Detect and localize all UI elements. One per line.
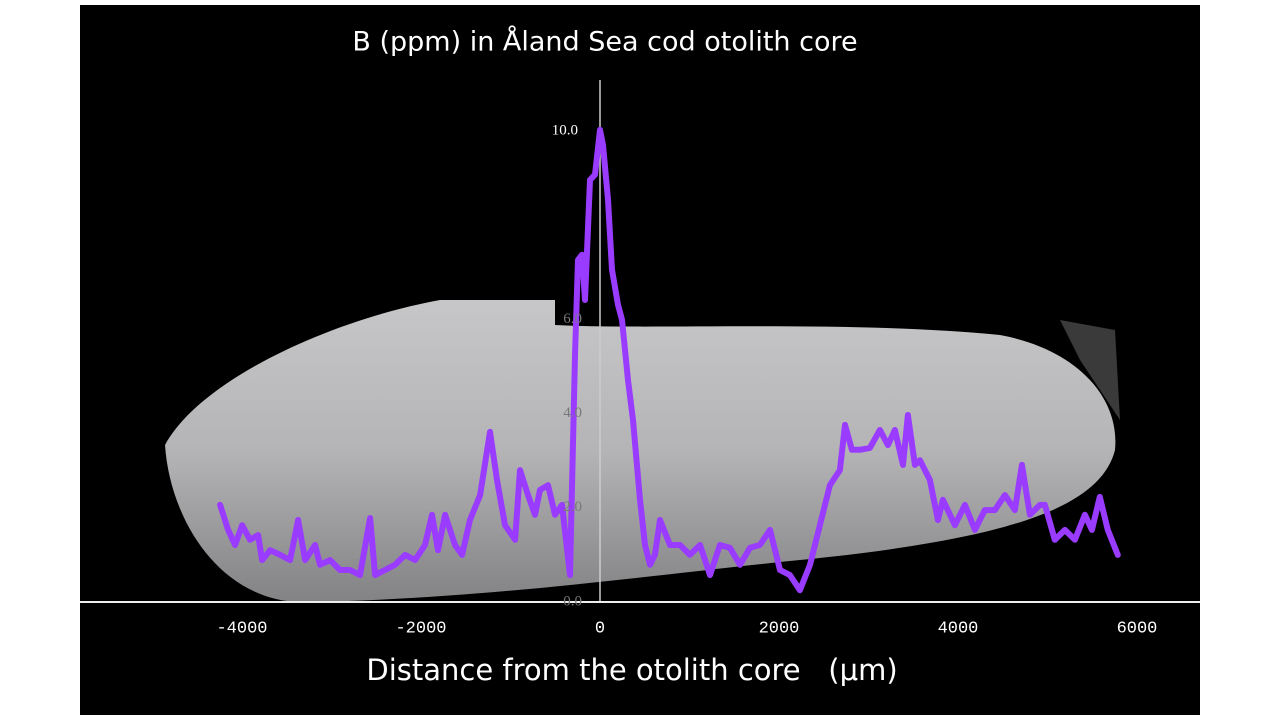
- x-tick-label: 2000: [759, 619, 800, 638]
- x-tick-label: -4000: [216, 619, 267, 638]
- photo-shadow: [1060, 320, 1120, 420]
- x-tick-label: 0: [595, 619, 605, 638]
- x-axis-label: Distance from the otolith core (μm): [366, 653, 897, 687]
- plot: [217, 126, 1121, 594]
- y-tick-label: 4.0: [563, 405, 582, 421]
- x-tick-label: 6000: [1117, 619, 1158, 638]
- chart-title: B (ppm) in Åland Sea cod otolith core: [352, 26, 857, 58]
- x-tick-label: 4000: [938, 619, 979, 638]
- y-tick-label: 6.0: [563, 311, 582, 327]
- y-tick-label: 10.0: [552, 122, 578, 138]
- x-tick-label: -2000: [395, 619, 446, 638]
- y-tick-label: 2.0: [563, 499, 582, 515]
- otolith-photo: [165, 300, 1116, 602]
- y-tick-label: 0.0: [563, 593, 582, 609]
- data-line: [217, 126, 1121, 594]
